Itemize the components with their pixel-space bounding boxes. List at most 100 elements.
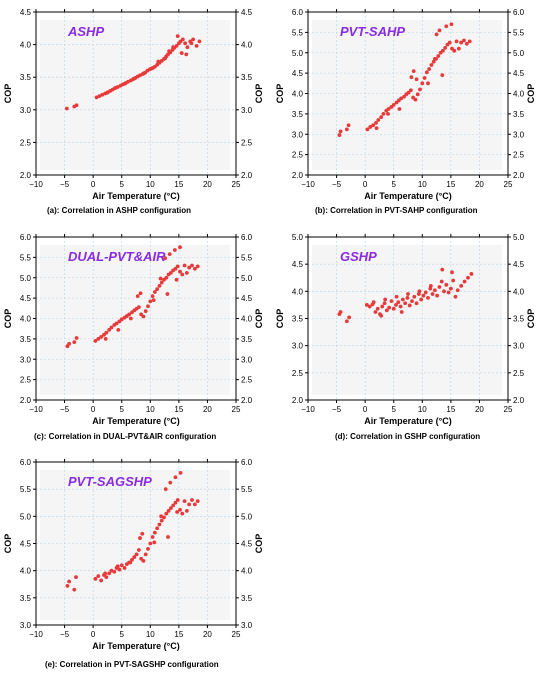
x-tick-label: 5 (391, 180, 396, 189)
data-point (195, 499, 200, 504)
x-tick-label: 10 (418, 180, 427, 189)
x-tick-label: 25 (232, 630, 241, 639)
data-point (67, 579, 72, 584)
data-point (143, 552, 148, 557)
y-tick-label-right: 5.0 (241, 512, 253, 521)
plot-area (40, 20, 230, 170)
data-point (122, 81, 127, 86)
data-point (442, 289, 446, 294)
y-tick-label-left: 2.5 (20, 138, 32, 147)
data-point (399, 310, 404, 314)
data-point (148, 541, 153, 546)
chart-title: DUAL-PVT&AIR (68, 249, 166, 264)
y-tick-label-right: 5.0 (241, 274, 253, 283)
data-point (168, 270, 173, 275)
x-tick-label: 15 (446, 180, 455, 189)
data-point (148, 299, 153, 304)
data-point (412, 294, 417, 299)
y-tick-label-right: 3.0 (513, 342, 525, 351)
x-tick-label: 0 (91, 405, 96, 414)
y-tick-label-right: 4.5 (513, 260, 525, 269)
y-tick-label-left: 5.0 (20, 274, 32, 283)
data-point (74, 336, 79, 340)
x-tick-label: 15 (174, 630, 183, 639)
data-point (184, 52, 189, 57)
data-point (406, 90, 411, 95)
plot-area (40, 245, 230, 395)
data-point (64, 106, 69, 111)
data-point (189, 41, 194, 46)
panel-ashp: −10 −5 0 5 10 15 20 25 2.0 2.0 2.5 2.5 3.0 3.0 3.5 3.5 4… (0, 0, 264, 215)
x-tick-label: 5 (119, 405, 124, 414)
data-point (136, 305, 141, 309)
x-tick-label: 10 (418, 405, 427, 414)
x-tick-label: 20 (475, 405, 484, 414)
data-point (96, 336, 101, 341)
data-point (368, 125, 373, 129)
y-tick-label-right: 4.0 (513, 287, 525, 296)
chart-title: PVT-SAGSHP (68, 474, 152, 489)
y-tick-label-left: 2.5 (292, 369, 304, 378)
data-point (406, 292, 410, 296)
data-point (439, 279, 444, 284)
data-point (163, 256, 168, 261)
data-point (396, 300, 401, 305)
data-point (179, 51, 184, 55)
data-point (175, 34, 180, 39)
data-point (104, 90, 109, 95)
data-point (175, 498, 180, 502)
x-tick-label: 15 (174, 180, 183, 189)
data-point (136, 548, 141, 552)
data-point (423, 290, 428, 295)
x-axis-label: Air Temperature (°C) (92, 641, 179, 651)
data-point (65, 583, 70, 588)
y-axis-label-left: COP (3, 534, 13, 554)
data-point (407, 303, 412, 308)
x-tick-label: 0 (363, 180, 368, 189)
data-point (93, 339, 98, 343)
data-point (128, 560, 133, 565)
data-point (426, 295, 430, 300)
y-tick-label-right: 4.5 (241, 540, 253, 549)
data-point (173, 475, 178, 480)
data-point (166, 535, 170, 539)
y-tick-label-right: 5.5 (241, 253, 253, 262)
data-point (175, 510, 180, 514)
y-tick-label-right: 2.5 (241, 376, 253, 385)
data-point (450, 270, 454, 275)
data-point (338, 129, 343, 134)
chart-caption: (d): Correlation in GSHP configuration (335, 432, 481, 441)
y-tick-label-right: 3.5 (241, 73, 253, 82)
data-point (432, 56, 437, 61)
data-point (374, 120, 378, 125)
data-point (165, 292, 170, 296)
data-point (402, 94, 406, 99)
x-tick-label: −5 (332, 180, 342, 189)
y-tick-label-left: 2.5 (292, 151, 304, 160)
data-point (157, 522, 162, 527)
data-point (168, 506, 173, 511)
x-tick-label: 10 (146, 405, 155, 414)
data-point (391, 103, 396, 107)
data-point (183, 41, 188, 46)
data-point (459, 40, 464, 45)
data-point (421, 293, 426, 298)
panel-gshp: −10 −5 0 5 10 15 20 25 2.0 2.0 2.5 2.5 3.0 3.0 3.5 3.5 4… (272, 225, 536, 441)
data-point (93, 576, 98, 581)
x-tick-label: 20 (475, 180, 484, 189)
y-tick-label-left: 3.5 (20, 594, 32, 603)
data-point (403, 301, 408, 306)
data-point (146, 304, 150, 309)
data-point (394, 303, 398, 307)
data-point (159, 518, 164, 523)
data-point (449, 22, 454, 27)
y-tick-label-right: 4.5 (241, 8, 253, 17)
data-point (134, 552, 139, 557)
data-point (384, 308, 389, 313)
data-point (103, 571, 108, 576)
data-point (167, 252, 172, 257)
data-point (398, 304, 403, 309)
y-tick-label-right: 2.0 (241, 396, 253, 405)
data-point (104, 575, 109, 580)
data-point (338, 310, 343, 314)
